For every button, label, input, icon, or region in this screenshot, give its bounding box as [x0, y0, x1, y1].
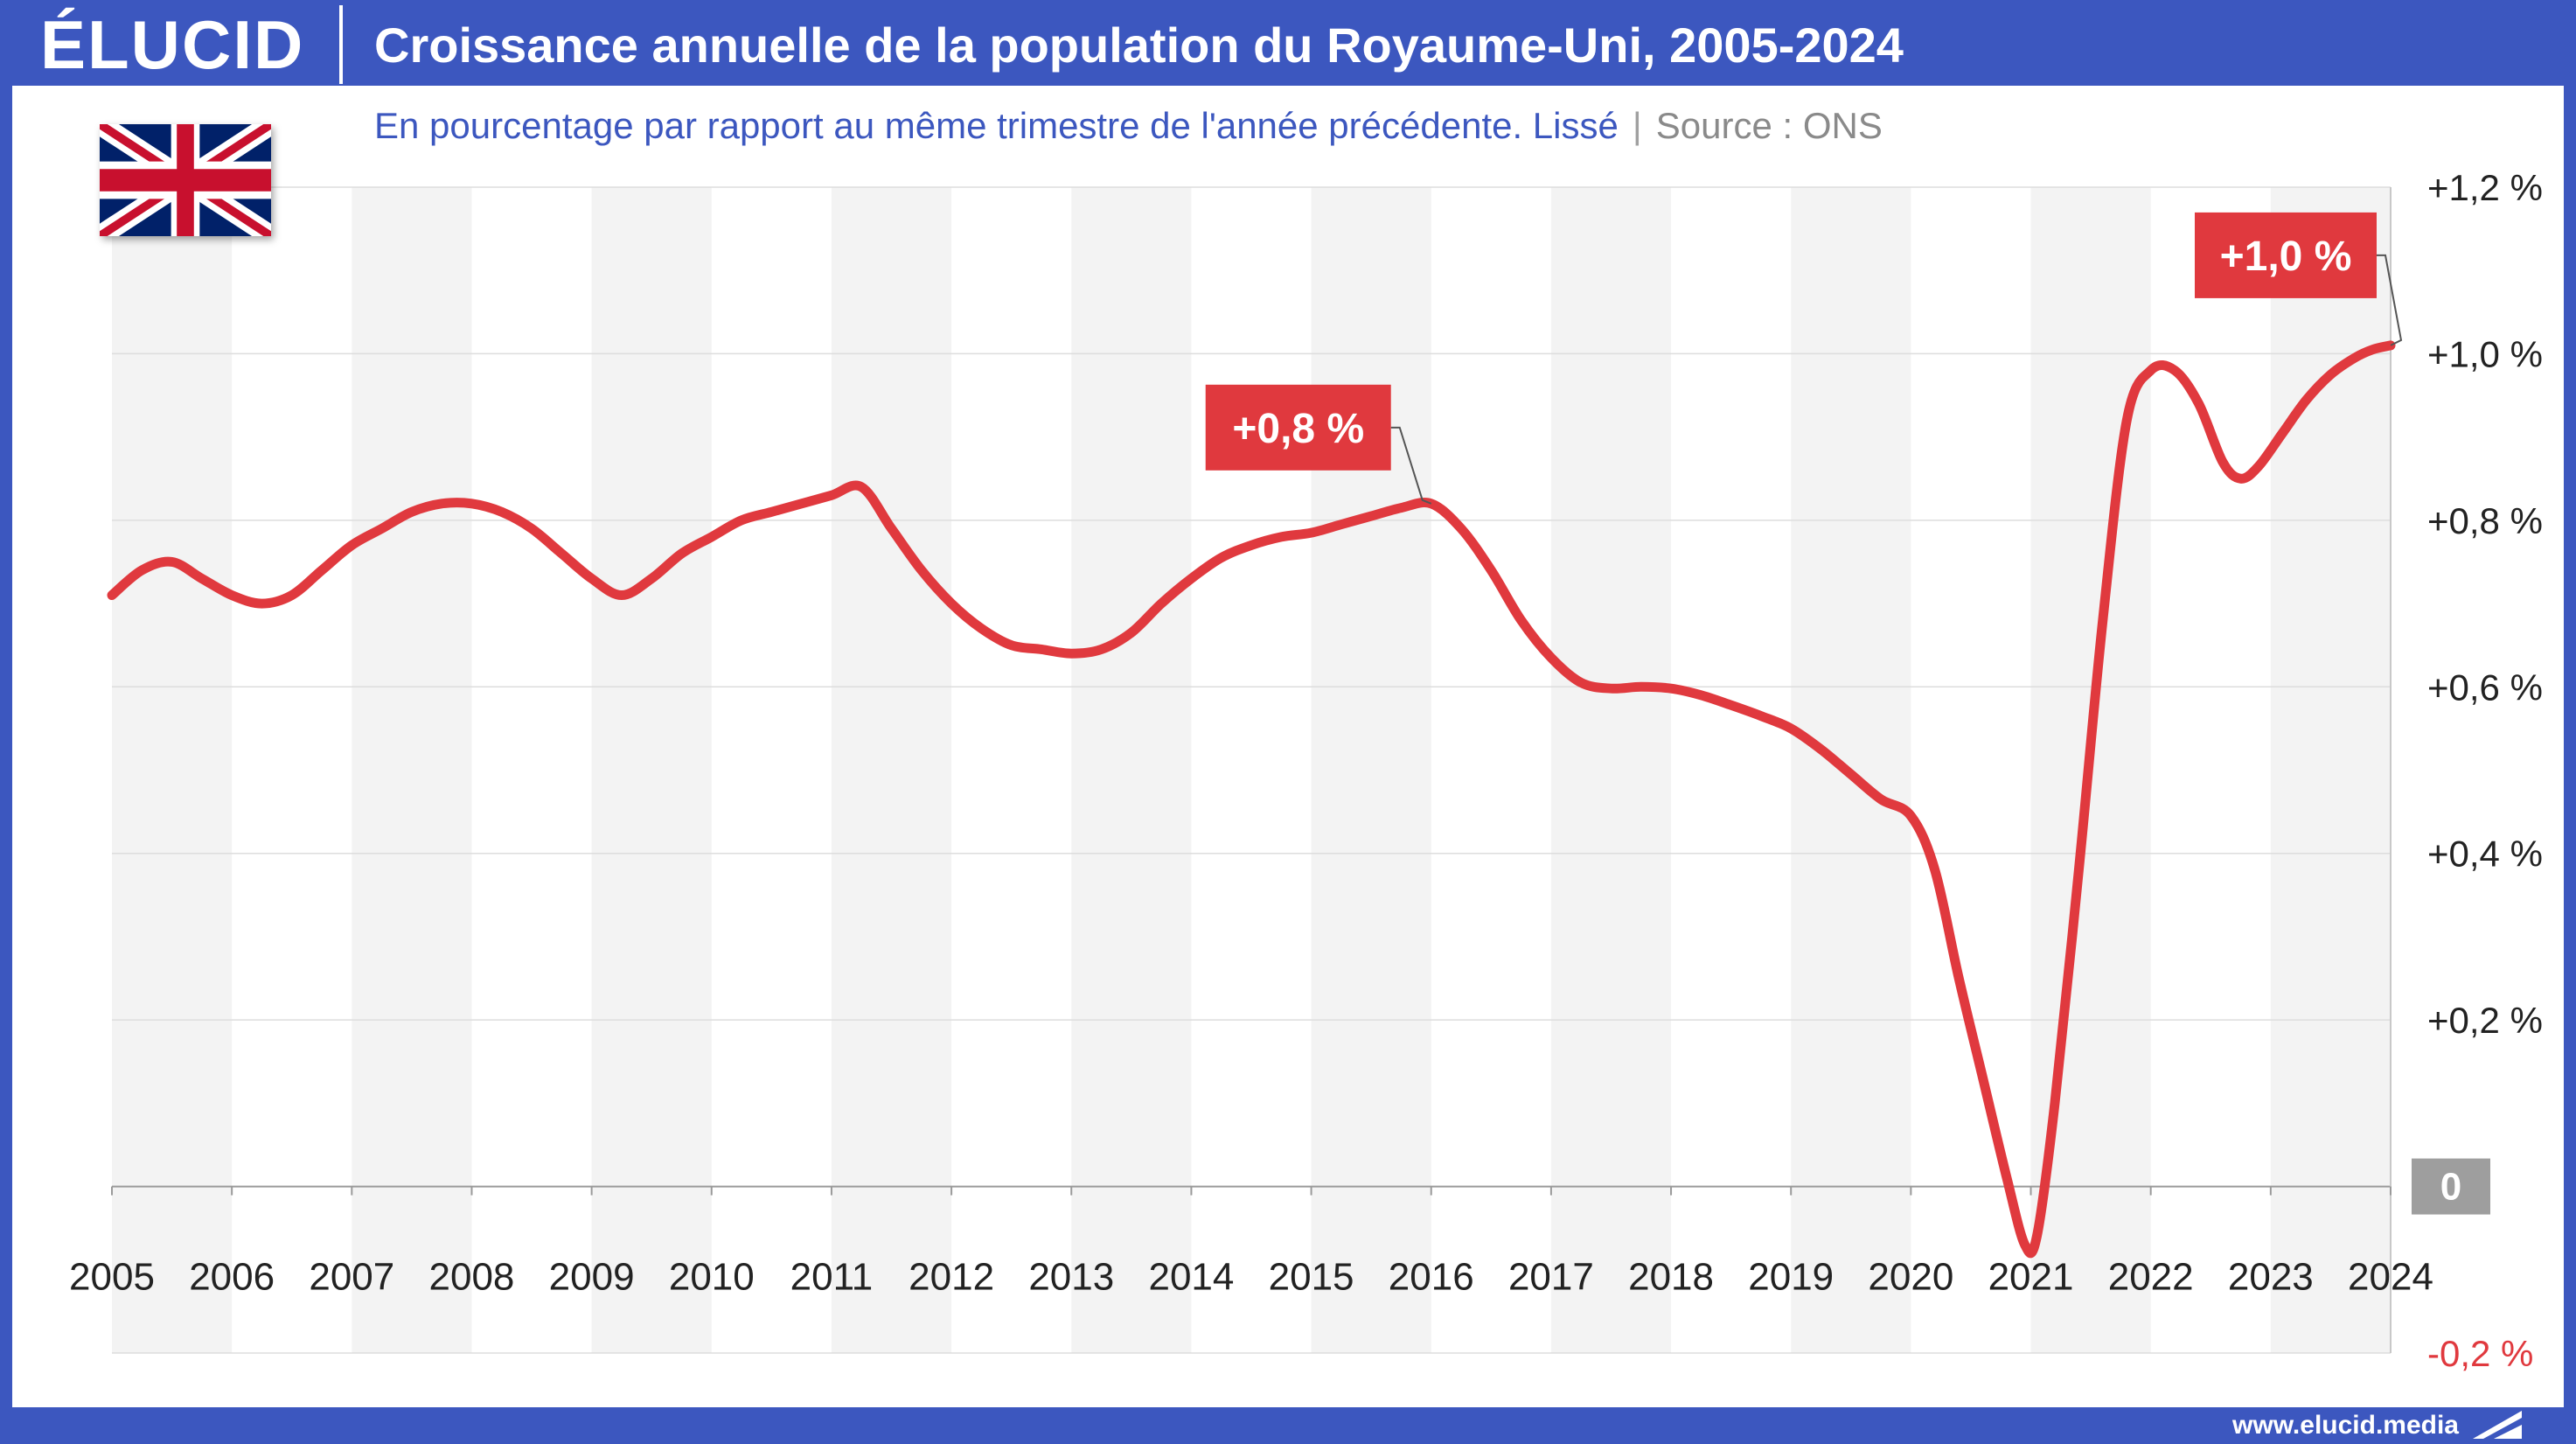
- x-tick-label: 2015: [1269, 1256, 1354, 1299]
- chart-panel: 2005 2006 2007 2008 2009 2010 2011 2012 2013 2014…: [12, 86, 2564, 1407]
- x-tick-label: 2024: [2348, 1256, 2433, 1299]
- annotation-label: +0,8 %: [1232, 406, 1364, 452]
- x-tick-label: 2005: [69, 1256, 155, 1299]
- chart-subtitle: En pourcentage par rapport au même trime…: [374, 100, 1883, 152]
- logo-divider: [339, 5, 343, 84]
- footer-bar: www.elucid.media: [0, 1407, 2576, 1444]
- y-tick-label: +1,0 %: [2427, 333, 2543, 374]
- year-band: [112, 187, 233, 1353]
- uk-flag-icon: [95, 114, 275, 247]
- year-band: [1311, 187, 1431, 1353]
- y-tick-label: -0,2 %: [2427, 1333, 2533, 1374]
- year-band: [352, 187, 472, 1353]
- y-tick-label: +0,8 %: [2427, 500, 2543, 541]
- x-tick-label: 2012: [909, 1256, 994, 1299]
- x-tick-label: 2016: [1389, 1256, 1474, 1299]
- x-tick-label: 2019: [1748, 1256, 1834, 1299]
- subtitle-separator: |: [1632, 105, 1642, 146]
- chart-title: Croissance annuelle de la population du …: [374, 17, 1904, 73]
- year-band: [1071, 187, 1192, 1353]
- year-band: [2270, 187, 2391, 1353]
- x-tick-label: 2023: [2228, 1256, 2314, 1299]
- x-tick-label: 2009: [549, 1256, 635, 1299]
- header-bar: ÉLUCID Croissance annuelle de la populat…: [0, 0, 2576, 86]
- annotation-box: [2195, 212, 2377, 298]
- elucid-mark-icon: [2473, 1411, 2522, 1439]
- annotation-label: +1,0 %: [2220, 234, 2352, 280]
- y-tick-label: +0,2 %: [2427, 1000, 2543, 1041]
- elucid-logo[interactable]: ÉLUCID: [40, 6, 305, 83]
- x-tick-label: 2017: [1508, 1256, 1594, 1299]
- annotation-leader: [1390, 426, 1432, 505]
- x-tick-label: 2008: [429, 1256, 515, 1299]
- year-band: [591, 187, 712, 1353]
- y-tick-label: +1,2 %: [2427, 167, 2543, 208]
- x-tick-label: 2022: [2108, 1256, 2194, 1299]
- x-tick-label: 2020: [1868, 1256, 1953, 1299]
- annotation-leader: [2377, 254, 2403, 346]
- x-tick-label: 2014: [1148, 1256, 1234, 1299]
- source-text: Source : ONS: [1655, 105, 1883, 146]
- x-tick-label: 2021: [1988, 1256, 2074, 1299]
- annotation-box: [1205, 384, 1391, 471]
- subtitle-text: En pourcentage par rapport au même trime…: [374, 105, 1619, 146]
- x-tick-label: 2018: [1628, 1256, 1714, 1299]
- footer-url[interactable]: www.elucid.media: [2232, 1411, 2459, 1440]
- line-chart: 2005 2006 2007 2008 2009 2010 2011 2012 2013 2014…: [69, 167, 2543, 1374]
- x-tick-label: 2011: [790, 1256, 874, 1299]
- x-tick-label: 2010: [669, 1256, 755, 1299]
- x-tick-label: 2006: [189, 1256, 275, 1299]
- y-tick-label: +0,6 %: [2427, 666, 2543, 708]
- x-tick-label: 2013: [1028, 1256, 1114, 1299]
- x-tick-label: 2007: [309, 1256, 394, 1299]
- y-tick-label: +0,4 %: [2427, 834, 2543, 875]
- year-band: [1550, 187, 1672, 1353]
- population-growth-line: [107, 340, 2396, 1259]
- y-tick-label: 0: [2440, 1166, 2461, 1209]
- zero-label-bg: [2412, 1158, 2490, 1215]
- year-band: [831, 187, 952, 1353]
